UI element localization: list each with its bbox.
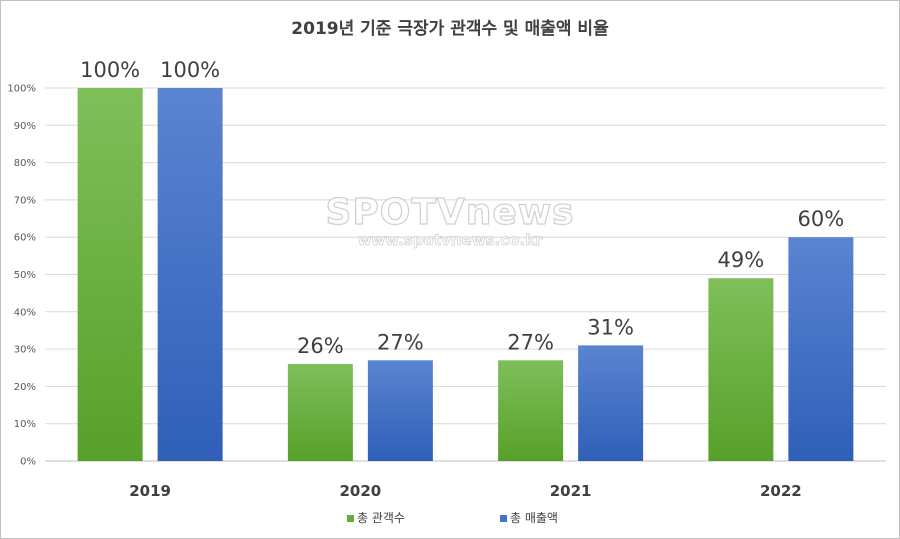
y-tick-label: 20% <box>14 382 36 393</box>
bar-2019-series-2 <box>157 88 223 461</box>
x-tick-label: 2020 <box>340 482 382 500</box>
y-tick-label: 60% <box>14 233 36 244</box>
bar-2022-series-2 <box>788 237 854 461</box>
bar-2021-series-1 <box>498 360 564 461</box>
legend: 총 관객수 총 매출액 <box>347 511 558 525</box>
legend-swatch <box>500 515 507 522</box>
watermark-url: www.spotvnews.co.kr <box>358 231 543 249</box>
x-tick-label: 2022 <box>760 482 802 500</box>
data-label: 27% <box>507 330 554 354</box>
bar-2019-series-1 <box>77 88 143 461</box>
x-tick-label: 2019 <box>129 482 171 500</box>
bar-2022-series-1 <box>708 278 774 461</box>
data-label: 60% <box>798 207 845 231</box>
legend-swatch <box>347 515 354 522</box>
bar-2020-series-2 <box>367 360 433 461</box>
legend-label: 총 매출액 <box>510 511 558 525</box>
data-label: 26% <box>297 334 344 358</box>
y-axis-ticks: 0% 10% 20% 30% 40% 50% 60% 70% 80% 90% 100% <box>7 84 36 468</box>
bar-2020-series-1 <box>287 364 353 461</box>
data-label: 27% <box>377 330 424 354</box>
y-tick-label: 100% <box>7 84 36 95</box>
bars <box>77 88 854 461</box>
y-tick-label: 10% <box>14 419 36 430</box>
y-tick-label: 80% <box>14 158 36 169</box>
bar-2021-series-2 <box>578 345 644 461</box>
y-tick-label: 40% <box>14 307 36 318</box>
data-label: 49% <box>718 248 765 272</box>
watermark-brand: SPOTVnews <box>325 192 574 233</box>
legend-label: 총 관객수 <box>357 511 405 525</box>
data-labels: 100% 100% 26% 27% 27% 31% 49% 60% <box>80 58 844 358</box>
y-tick-label: 0% <box>20 457 36 468</box>
x-tick-label: 2021 <box>550 482 592 500</box>
spotvnews-watermark-logo: SPOTVnews www.spotvnews.co.kr <box>325 191 574 249</box>
data-label: 100% <box>80 58 140 82</box>
y-tick-label: 70% <box>14 195 36 206</box>
y-tick-label: 50% <box>14 270 36 281</box>
y-tick-label: 30% <box>14 345 36 356</box>
y-tick-label: 90% <box>14 121 36 132</box>
chart-title: 2019년 기준 극장가 관객수 및 매출액 비율 <box>291 19 609 39</box>
x-axis-ticks: 2019 2020 2021 2022 <box>129 482 802 500</box>
data-label: 31% <box>587 315 634 339</box>
data-label: 100% <box>160 58 220 82</box>
